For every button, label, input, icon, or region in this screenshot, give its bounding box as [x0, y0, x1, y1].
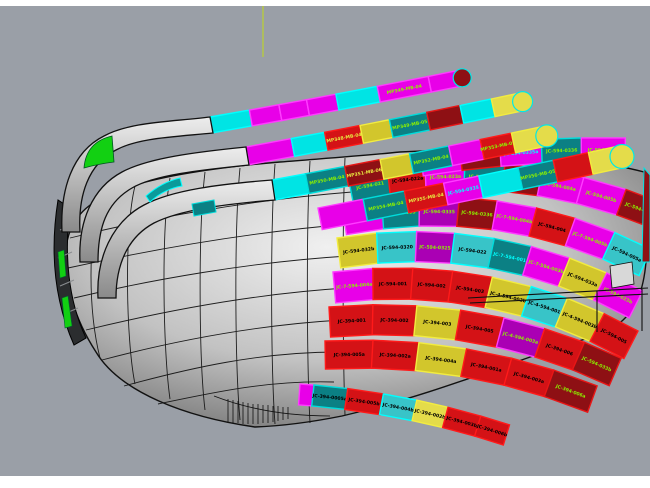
frame-bottom	[0, 476, 650, 488]
shell-plate-JC-394-006a[interactable]	[543, 369, 598, 414]
cyan-arc-plate[interactable]	[145, 177, 183, 203]
shell-plate-JC-394-001[interactable]	[328, 303, 376, 338]
teal-chip-plate[interactable]	[191, 199, 217, 217]
shell-plate-JC-594-022[interactable]	[450, 232, 496, 269]
green-edge-plate[interactable]	[61, 295, 73, 329]
edge-wires	[467, 287, 649, 332]
shell-plate-JC-594-002[interactable]	[409, 267, 454, 303]
shell-plate-JC-394-005a[interactable]	[324, 339, 375, 370]
deck-strip-rounded-tip[interactable]	[609, 143, 635, 170]
shell-plate-JC-394-006b[interactable]	[473, 415, 511, 446]
shell-row-6: JC-394-005a JC-394-002a JC-394-004aJC-394-…	[324, 339, 598, 414]
gray-sliver-plate[interactable]	[609, 261, 635, 289]
deck-strip-rounded-tip[interactable]	[535, 124, 559, 148]
deck-hook-2[interactable]	[79, 146, 250, 263]
hull-left-edge-band	[53, 199, 87, 346]
shell-plate-JC-594-032b[interactable]	[336, 232, 382, 269]
deck-strip-rounded-tip[interactable]	[452, 68, 472, 88]
shell-plate-JC-594-033b[interactable]	[571, 341, 623, 387]
shell-plate-JC-594-0325[interactable]	[414, 230, 456, 265]
keel-hatching	[213, 395, 331, 424]
shell-plate-JC-594-006a[interactable]	[615, 188, 650, 229]
shell-plate-JC-394-004a[interactable]	[414, 341, 468, 378]
right-edge-plate[interactable]	[641, 166, 650, 263]
shell-plate-JC-594-005a[interactable]	[601, 231, 650, 277]
deck-hook-3[interactable]	[97, 179, 276, 299]
deck-strip-3: MP350-MB-04MP351-MB-06MP352-MB-04MP353-M…	[271, 124, 559, 201]
deck-strip-rounded-tip[interactable]	[511, 90, 534, 113]
deck-strip-1: MP349-MB-04	[209, 68, 472, 134]
shell-plate-JC-594-0320[interactable]	[375, 230, 419, 264]
shell-plate-JC-394-0005a[interactable]	[310, 384, 349, 411]
green-corner-plate[interactable]	[83, 135, 115, 169]
shell-plate-JC-594-001[interactable]	[372, 267, 414, 301]
shell-plate-JC-394-002[interactable]	[371, 303, 418, 337]
shell-plate-JC-7-594-004a[interactable]	[332, 267, 377, 304]
frame-top	[0, 0, 650, 6]
model-accents	[83, 135, 650, 289]
shell-plate-JC-394-003[interactable]	[413, 305, 462, 341]
shell-plate-JC-394-005b[interactable]	[343, 387, 385, 416]
shell-plate-JC-394-002a[interactable]	[370, 339, 420, 372]
green-edge-plate[interactable]	[57, 249, 67, 279]
shell-plate-JC-594-005[interactable]	[589, 312, 639, 360]
